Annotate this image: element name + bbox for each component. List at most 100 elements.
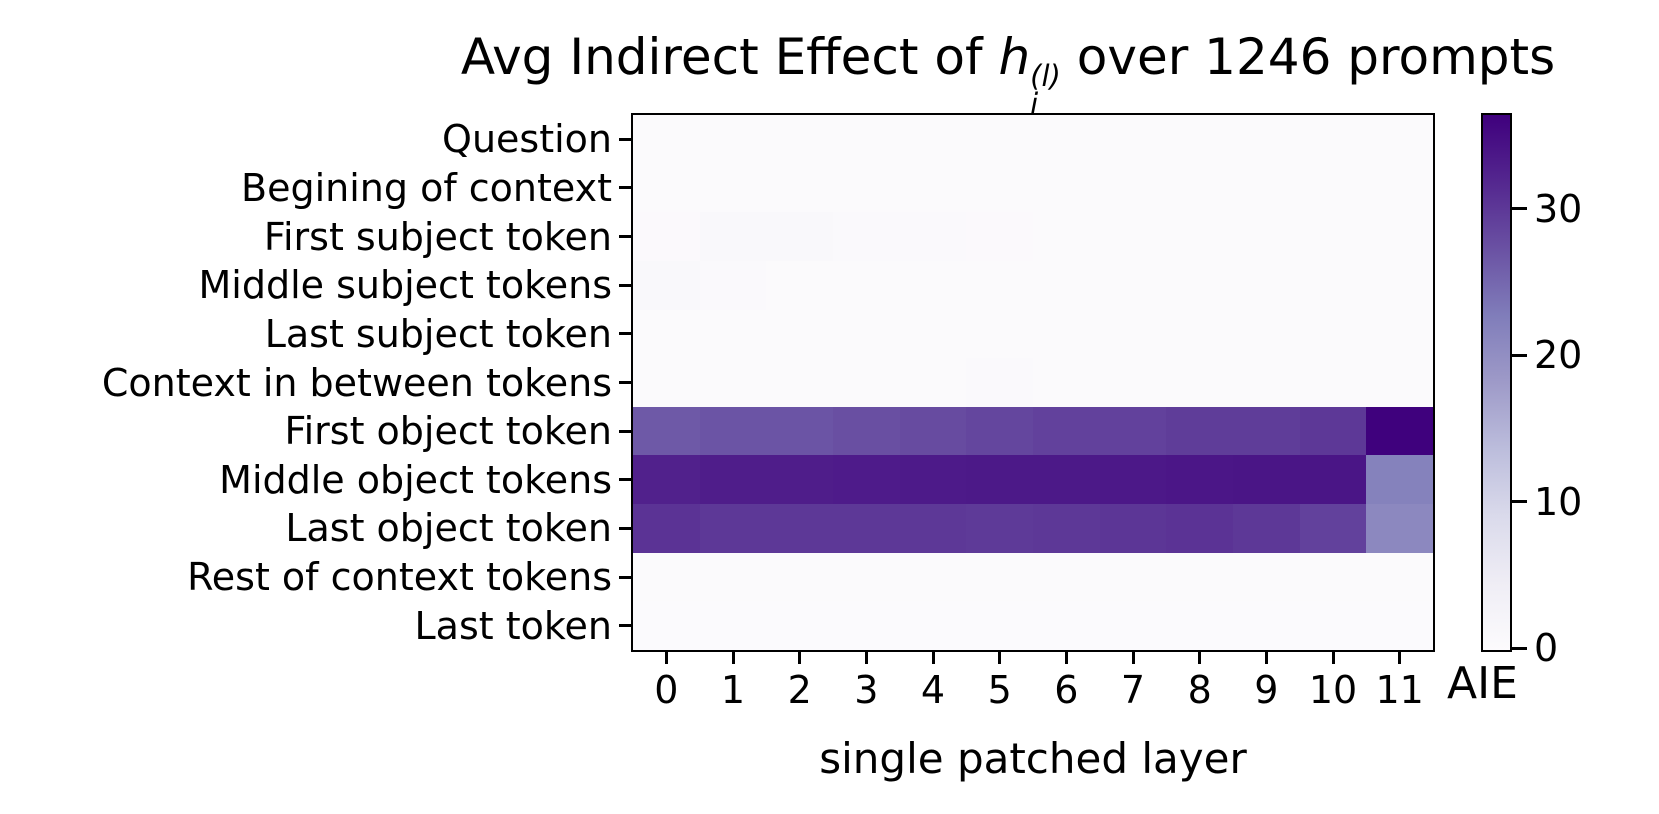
heatmap-cell — [766, 601, 834, 651]
title-prefix: Avg Indirect Effect of — [460, 28, 999, 86]
heatmap-cell — [766, 163, 834, 213]
heatmap-cell — [899, 406, 967, 456]
x-tick-label: 5 — [987, 668, 1012, 712]
heatmap-cell — [1166, 115, 1234, 165]
x-tick-mark — [998, 650, 1002, 664]
heatmap-cell — [633, 212, 701, 262]
heatmap-cell — [633, 504, 701, 554]
y-tick-label: Last subject token — [264, 311, 612, 356]
heatmap-cell — [1099, 115, 1167, 165]
heatmap-cell — [766, 504, 834, 554]
heatmap-cell — [1033, 552, 1101, 602]
title-math-subscript: i — [1030, 86, 1039, 121]
heatmap-cell — [1366, 163, 1434, 213]
x-tick-mark — [1398, 650, 1402, 664]
heatmap-cell — [1366, 212, 1434, 262]
y-tick-label: Question — [442, 117, 612, 162]
heatmap-cell — [1299, 455, 1367, 505]
y-tick-mark — [619, 186, 633, 190]
heatmap-cell — [899, 601, 967, 651]
heatmap-cell — [966, 115, 1034, 165]
heatmap-cell — [966, 504, 1034, 554]
heatmap-cell — [1366, 455, 1434, 505]
title-math-superscript: (l) — [1030, 59, 1061, 94]
colorbar-tick-label: 10 — [1534, 479, 1583, 524]
colorbar-tick-mark — [1512, 207, 1527, 211]
heatmap-cell — [966, 163, 1034, 213]
y-tick-label: Middle subject tokens — [198, 263, 612, 308]
x-tick-mark — [1198, 650, 1202, 664]
heatmap-cell — [699, 552, 767, 602]
heatmap-cell — [633, 115, 701, 165]
heatmap-cell — [1233, 455, 1301, 505]
x-tick-mark — [1064, 650, 1068, 664]
heatmap-cell — [1233, 309, 1301, 359]
colorbar — [1481, 113, 1512, 652]
heatmap-cell — [1299, 406, 1367, 456]
y-tick-mark — [619, 575, 633, 579]
heatmap-cell — [1099, 358, 1167, 408]
x-tick-label: 10 — [1308, 668, 1358, 712]
y-tick-mark — [619, 429, 633, 433]
title-suffix: over 1246 prompts — [1060, 28, 1556, 86]
heatmap-cell — [1033, 115, 1101, 165]
heatmap-cell — [1166, 504, 1234, 554]
heatmap-cell — [766, 406, 834, 456]
x-tick-mark — [664, 650, 668, 664]
heatmap-cell — [699, 163, 767, 213]
heatmap-cell — [1299, 260, 1367, 311]
y-tick-mark — [619, 526, 633, 530]
heatmap-cell — [699, 358, 767, 408]
y-tick-label: Rest of context tokens — [187, 555, 612, 600]
heatmap-cell — [899, 115, 967, 165]
heatmap-cell — [1233, 504, 1301, 554]
heatmap-cell — [1166, 406, 1234, 456]
heatmap-cell — [633, 309, 701, 359]
heatmap-cell — [633, 455, 701, 505]
heatmap-cell — [699, 504, 767, 554]
colorbar-tick-mark — [1512, 646, 1527, 650]
x-tick-label: 1 — [720, 668, 746, 712]
title-math-var: h — [998, 28, 1031, 86]
heatmap-cell — [1033, 455, 1101, 505]
heatmap-cell — [1366, 552, 1434, 602]
heatmap-cell — [633, 358, 701, 408]
heatmap-cell — [1299, 504, 1367, 554]
heatmap-cell — [1166, 163, 1234, 213]
y-tick-mark — [619, 235, 633, 239]
heatmap-cell — [1033, 504, 1101, 554]
heatmap-cell — [1099, 504, 1167, 554]
heatmap-cell — [1366, 406, 1434, 456]
heatmap-cell — [1233, 601, 1301, 651]
heatmap-cell — [633, 163, 701, 213]
heatmap-cell — [833, 260, 901, 311]
heatmap-cell — [699, 601, 767, 651]
heatmap-cell — [899, 358, 967, 408]
heatmap-cell — [1099, 309, 1167, 359]
heatmap-cell — [833, 552, 901, 602]
heatmap-cell — [1166, 309, 1234, 359]
x-tick-mark — [1331, 650, 1335, 664]
heatmap-cell — [1099, 163, 1167, 213]
heatmap-cell — [1299, 358, 1367, 408]
heatmap-cell — [1166, 260, 1234, 311]
heatmap-cell — [966, 212, 1034, 262]
y-tick-label: First subject token — [263, 214, 612, 259]
heatmap-cell — [966, 309, 1034, 359]
x-tick-label: 9 — [1254, 668, 1279, 712]
heatmap-cell — [766, 552, 834, 602]
heatmap-cell — [1033, 358, 1101, 408]
x-tick-mark — [1264, 650, 1268, 664]
heatmap-cell — [1299, 212, 1367, 262]
colorbar-tick-mark — [1512, 500, 1527, 504]
x-tick-mark — [731, 650, 735, 664]
heatmap-cell — [1366, 504, 1434, 554]
heatmap-cell — [699, 455, 767, 505]
heatmap-cell — [833, 309, 901, 359]
heatmap-cell — [766, 309, 834, 359]
heatmap-cell — [699, 260, 767, 311]
heatmap-cell — [1033, 212, 1101, 262]
heatmap-cell — [1099, 552, 1167, 602]
heatmap-cell — [699, 406, 767, 456]
heatmap-cell — [1366, 601, 1434, 651]
